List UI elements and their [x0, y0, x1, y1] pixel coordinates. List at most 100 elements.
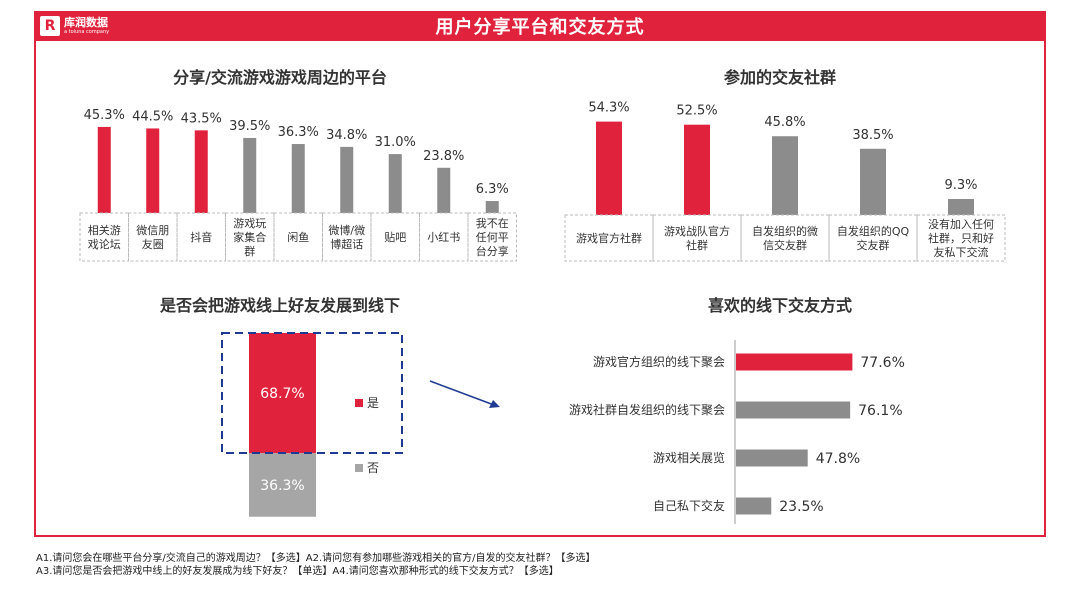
chart1-category-label: 闲鱼 [287, 230, 309, 244]
chart1-bar [388, 154, 402, 213]
chart1-category-label: 友圈 [142, 237, 164, 251]
chart3-legend-swatch-no [355, 464, 363, 472]
chart2-bar [772, 136, 798, 215]
chart1-value-label: 44.5% [132, 109, 173, 124]
chart1-category-label: 微博/微 [328, 223, 365, 237]
chart3-legend-swatch-yes [355, 399, 363, 407]
chart2-category-box [916, 214, 1006, 262]
chart2-title: 参加的交友社群 [723, 68, 836, 87]
chart1-category-box [467, 212, 517, 262]
chart2-category-label: 社群，只和好 [928, 231, 994, 245]
footer-line-1: A1.请问您会在哪些平台分享/交流自己的游戏周边？【多选】A2.请问您有参加哪些… [36, 553, 596, 564]
chart4-value-label: 76.1% [858, 403, 902, 419]
chart2-value-label: 38.5% [852, 128, 893, 143]
chart1-category-box [176, 212, 226, 262]
logo: R 库润数据 a toluna company [40, 15, 109, 37]
chart1-category-box [225, 212, 275, 262]
chart1-category-box [322, 212, 372, 262]
chart1-bar [146, 128, 160, 213]
chart1-category-label: 家集合 [233, 230, 266, 244]
chart1-bar [194, 130, 208, 213]
chart1-category-box [273, 212, 323, 262]
logo-text: 库润数据 [64, 16, 108, 29]
chart1-category-label: 我不在 [476, 217, 509, 230]
chart1-bar [340, 146, 354, 213]
arrow-line [429, 380, 495, 406]
logo-subtext: a toluna company [64, 29, 110, 35]
chart1-category-box [128, 212, 178, 262]
chart4-value-label: 77.6% [860, 355, 904, 371]
chart1-category-box [419, 212, 469, 262]
chart1-category-label: 贴吧 [384, 230, 406, 244]
chart2-category-label: 游戏官方社群 [576, 231, 642, 245]
chart2-bar [860, 148, 886, 215]
chart1-category-label: 抖音 [190, 230, 212, 244]
chart1-category-label: 微信朋 [136, 223, 169, 237]
chart4-category-label: 游戏社群自发组织的线下聚会 [569, 402, 725, 417]
chart1-value-label: 23.8% [423, 149, 464, 164]
chart4-title: 喜欢的线下交友方式 [707, 296, 852, 315]
chart2-category-label: 自发组织的微 [752, 224, 818, 238]
chart3-yes-value: 68.7% [260, 386, 304, 402]
chart1-bar [243, 137, 257, 213]
chart4-bar [736, 353, 853, 371]
chart2-category-box [652, 214, 742, 262]
chart4-category-label: 游戏相关展览 [653, 450, 725, 465]
chart1-value-label: 34.8% [326, 128, 367, 143]
chart4-bar [736, 497, 772, 515]
chart1-bar [291, 144, 305, 213]
chart1-category-label: 戏论坛 [88, 237, 121, 251]
chart1-category-label: 游戏玩 [233, 217, 266, 230]
chart3-legend-yes: 是 [367, 396, 379, 410]
chart3-bar-no [249, 453, 316, 517]
page-title: 用户分享平台和交友方式 [435, 17, 645, 38]
chart4-category-label: 自己私下交友 [653, 498, 725, 513]
chart1-value-label: 6.3% [476, 182, 509, 197]
chart1-bar [485, 201, 499, 213]
chart2-value-label: 45.8% [764, 115, 805, 130]
arrow-head-icon [489, 400, 500, 408]
chart1-category-label: 任何平 [476, 231, 509, 244]
chart1-value-label: 31.0% [375, 135, 416, 150]
chart1-category-label: 相关游 [88, 223, 121, 237]
footer-line-2: A3.请问您是否会把游戏中线上的好友发展成为线下好友？【单选】A4.请问您喜欢那… [36, 566, 559, 577]
chart3-bar-yes [249, 333, 316, 454]
chart2-category-box [828, 214, 918, 262]
chart2-bar [596, 121, 622, 215]
chart4-bar [736, 449, 808, 467]
content-frame [34, 11, 1046, 537]
header-bar [34, 11, 1046, 41]
chart1-bar [437, 167, 451, 213]
chart2-category-label: 信交友群 [763, 238, 807, 252]
chart1-category-label: 台分享 [476, 244, 509, 258]
chart4-value-label: 47.8% [816, 451, 860, 467]
chart4-bar [736, 401, 851, 419]
chart1-value-label: 39.5% [229, 119, 270, 134]
chart1-value-label: 36.3% [278, 125, 319, 140]
chart3-no-value: 36.3% [260, 478, 304, 494]
chart4-value-label: 23.5% [779, 499, 823, 515]
chart2-category-label: 游戏战队官方 [664, 224, 730, 238]
chart3-legend-no: 否 [367, 461, 379, 475]
chart1-category-label: 小红书 [427, 231, 460, 244]
chart2-category-label: 没有加入任何 [928, 217, 994, 231]
chart1-category-box [370, 212, 420, 262]
chart1-category-label: 博超话 [330, 237, 363, 251]
chart2-category-box [740, 214, 830, 262]
chart1-value-label: 43.5% [181, 111, 222, 126]
chart2-value-label: 52.5% [676, 104, 717, 119]
chart3-title: 是否会把游戏线上好友发展到线下 [159, 296, 400, 315]
chart1-category-box [79, 212, 129, 262]
chart1-value-label: 45.3% [84, 108, 125, 123]
chart2-category-label: 友私下交流 [934, 245, 989, 259]
chart1-category-label: 群 [244, 244, 255, 258]
chart2-category-label: 交友群 [857, 238, 890, 252]
logo-icon: R [40, 16, 60, 36]
footer-notes: A1.请问您会在哪些平台分享/交流自己的游戏周边？【多选】A2.请问您有参加哪些… [36, 552, 596, 578]
chart2-bar [684, 124, 710, 215]
chart4-category-label: 游戏官方组织的线下聚会 [593, 354, 725, 369]
chart2-bar [948, 199, 974, 215]
chart2-category-label: 社群 [686, 238, 708, 252]
chart2-category-label: 自发组织的QQ [837, 224, 910, 238]
